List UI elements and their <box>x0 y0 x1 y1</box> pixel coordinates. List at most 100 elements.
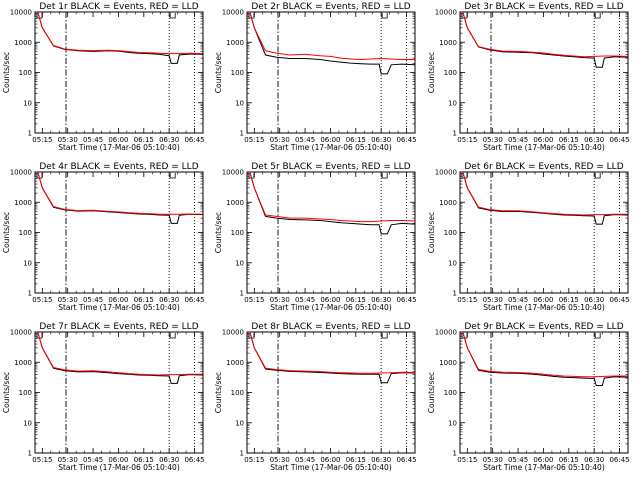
x-tick-label: 05:45 <box>508 456 528 464</box>
y-tick-label: 100 <box>19 69 32 77</box>
y-tick-label: 10 <box>23 259 32 267</box>
y-tick-label: 100 <box>19 229 32 237</box>
x-tick-label: 06:00 <box>108 296 128 304</box>
bracket-glyph <box>594 13 601 19</box>
y-tick-label: 100 <box>231 69 244 77</box>
x-tick-label: 06:30 <box>159 456 179 464</box>
x-tick-label: 05:30 <box>270 456 290 464</box>
red-lld-series-line <box>462 332 628 378</box>
x-tick-label: 06:00 <box>108 456 128 464</box>
red-lld-series-line <box>249 332 415 374</box>
panel: Det 1r BLACK = Events, RED = LLD 1 10 100 10… <box>2 2 205 152</box>
panel: Det 4r BLACK = Events, RED = LLD 1 10 100 10… <box>2 162 205 312</box>
x-tick-label: 06:15 <box>559 136 579 144</box>
y-tick-label: 10 <box>23 99 32 107</box>
x-tick-label: 06:30 <box>584 136 604 144</box>
x-tick-label: 06:00 <box>320 456 340 464</box>
y-tick-label: 1000 <box>14 39 32 47</box>
bracket-glyph <box>169 13 176 19</box>
y-tick-label: 10000 <box>222 9 244 17</box>
x-tick-label: 06:45 <box>609 296 629 304</box>
x-tick-label: 05:30 <box>58 456 78 464</box>
x-tick-label: 06:15 <box>346 296 366 304</box>
y-tick-label: 10 <box>448 259 457 267</box>
x-tick-label: 05:30 <box>483 456 503 464</box>
black-events-series-line <box>249 12 415 75</box>
x-tick-label: 06:30 <box>159 296 179 304</box>
x-tick-label: 05:15 <box>244 136 264 144</box>
x-tick-label: 05:30 <box>58 296 78 304</box>
plot-frame <box>459 331 629 454</box>
x-tick-label: 06:45 <box>184 136 204 144</box>
panel-title: Det 4r BLACK = Events, RED = LLD <box>39 162 198 172</box>
red-lld-series-line <box>249 12 415 61</box>
x-tick-label: 05:15 <box>457 136 477 144</box>
y-tick-label: 10000 <box>222 169 244 177</box>
plot-frame <box>34 11 204 134</box>
y-tick-label: 100 <box>231 229 244 237</box>
bracket-glyph <box>381 333 388 339</box>
x-tick-label: 06:00 <box>533 296 553 304</box>
y-tick-label: 1 <box>240 130 244 138</box>
y-tick-label: 1000 <box>226 39 244 47</box>
y-tick-label: 1 <box>453 290 457 298</box>
bracket-glyph <box>381 13 388 19</box>
panel-title: Det 3r BLACK = Events, RED = LLD <box>464 2 623 12</box>
y-axis-label: Counts/sec <box>214 212 223 253</box>
x-tick-label: 05:45 <box>83 296 103 304</box>
x-axis-label: Start Time (17-Mar-06 05:10:40) <box>483 143 605 152</box>
y-axis-label: Counts/sec <box>427 52 436 93</box>
x-tick-label: 06:30 <box>371 296 391 304</box>
black-events-series-line <box>462 172 628 225</box>
y-tick-label: 10 <box>448 99 457 107</box>
y-tick-label: 100 <box>231 389 244 397</box>
y-tick-label: 1000 <box>14 359 32 367</box>
x-tick-label: 05:30 <box>58 136 78 144</box>
x-tick-label: 06:00 <box>533 136 553 144</box>
x-tick-label: 06:45 <box>184 456 204 464</box>
y-axis-label: Counts/sec <box>2 212 11 253</box>
x-axis-label: Start Time (17-Mar-06 05:10:40) <box>58 143 180 152</box>
x-tick-label: 06:00 <box>108 136 128 144</box>
y-tick-label: 10000 <box>10 329 32 337</box>
y-tick-label: 1 <box>28 130 32 138</box>
x-tick-label: 05:45 <box>83 136 103 144</box>
y-tick-label: 1 <box>28 290 32 298</box>
x-tick-label: 06:45 <box>184 296 204 304</box>
black-events-series-line <box>462 12 628 68</box>
x-tick-label: 05:45 <box>83 456 103 464</box>
x-tick-label: 06:00 <box>533 456 553 464</box>
y-tick-label: 10 <box>23 419 32 427</box>
plot-frame <box>246 171 416 294</box>
x-tick-label: 05:15 <box>244 296 264 304</box>
y-tick-label: 1 <box>28 450 32 458</box>
y-tick-label: 10000 <box>10 9 32 17</box>
y-axis-label: Counts/sec <box>427 212 436 253</box>
y-axis-label: Counts/sec <box>214 52 223 93</box>
panel: Det 6r BLACK = Events, RED = LLD 1 10 100 10… <box>427 162 630 312</box>
red-lld-series-line <box>37 332 203 376</box>
x-axis-label: Start Time (17-Mar-06 05:10:40) <box>58 303 180 312</box>
panel-title: Det 8r BLACK = Events, RED = LLD <box>251 322 410 332</box>
y-axis-label: Counts/sec <box>2 52 11 93</box>
panel-title: Det 7r BLACK = Events, RED = LLD <box>39 322 198 332</box>
x-tick-label: 05:15 <box>457 456 477 464</box>
bracket-glyph <box>594 333 601 339</box>
y-tick-label: 1000 <box>439 359 457 367</box>
y-tick-label: 1000 <box>439 199 457 207</box>
x-tick-label: 06:15 <box>346 136 366 144</box>
panel: Det 7r BLACK = Events, RED = LLD 1 10 100 10… <box>2 322 205 472</box>
y-axis-label: Counts/sec <box>2 372 11 413</box>
x-tick-label: 05:45 <box>295 456 315 464</box>
x-axis-label: Start Time (17-Mar-06 05:10:40) <box>483 463 605 472</box>
x-tick-label: 06:30 <box>159 136 179 144</box>
y-tick-label: 1 <box>240 290 244 298</box>
black-events-series-line <box>37 332 203 384</box>
y-tick-label: 1 <box>453 450 457 458</box>
x-tick-label: 05:30 <box>483 136 503 144</box>
black-events-series-line <box>37 172 203 224</box>
y-tick-label: 1 <box>453 130 457 138</box>
x-axis-label: Start Time (17-Mar-06 05:10:40) <box>270 143 392 152</box>
x-tick-label: 05:15 <box>244 456 264 464</box>
